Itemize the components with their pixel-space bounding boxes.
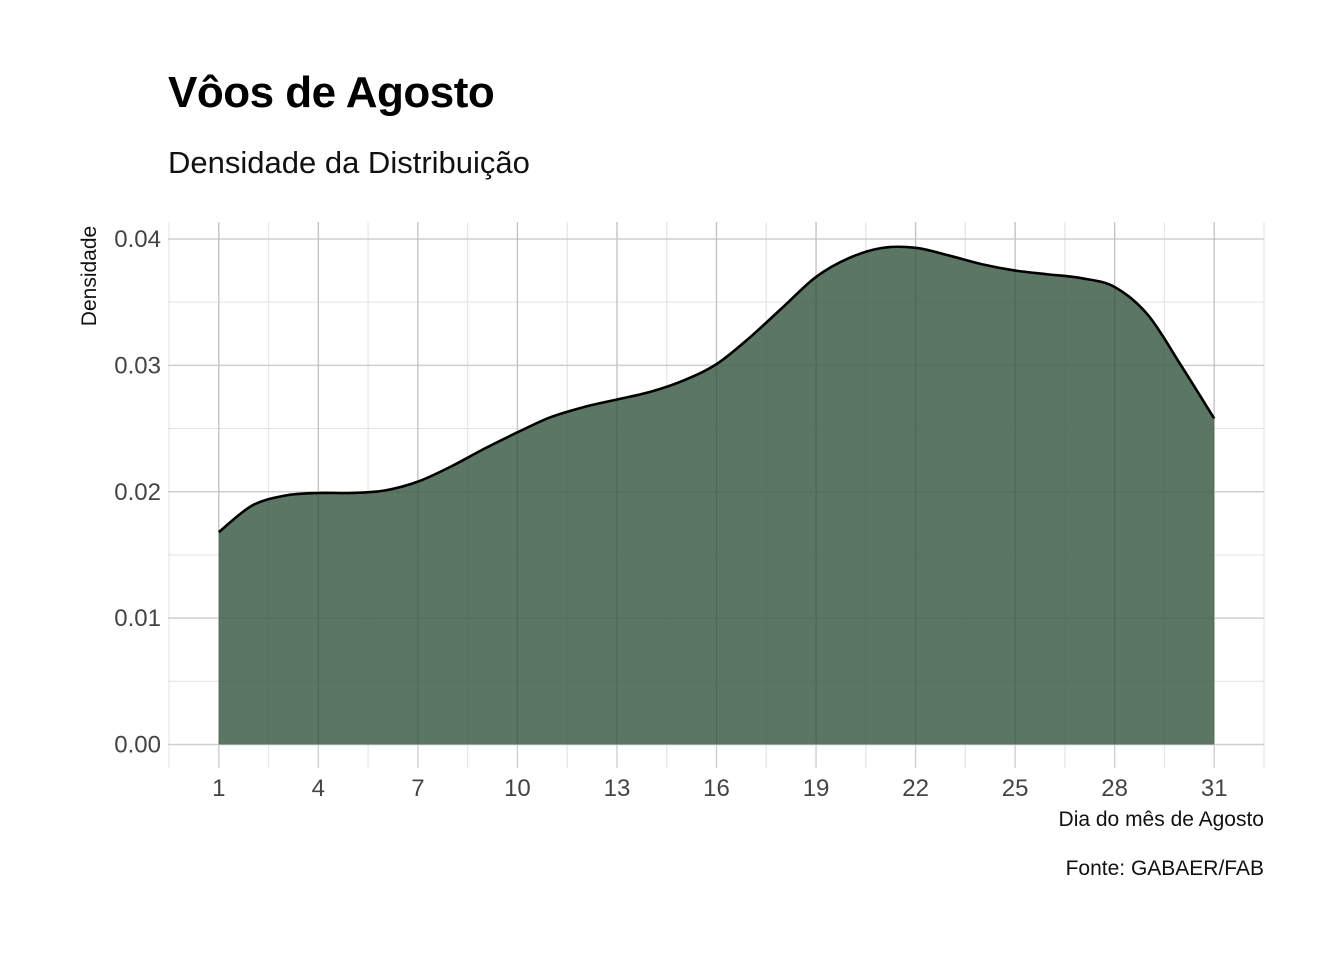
- chart-caption: Fonte: GABAER/FAB: [1066, 857, 1264, 880]
- y-axis-ticks: 0.00 0.01 0.02 0.03 0.04: [114, 226, 161, 759]
- x-tick-label: 16: [703, 775, 730, 802]
- density-area: [218, 246, 1215, 745]
- y-tick-label: 0.04: [114, 226, 161, 253]
- y-tick-label: 0.03: [114, 352, 161, 379]
- y-tick-label: 0.00: [114, 732, 161, 759]
- x-tick-label: 13: [604, 775, 631, 802]
- x-tick-label: 1: [212, 775, 225, 802]
- x-tick-label: 19: [803, 775, 830, 802]
- x-tick-label: 7: [411, 775, 424, 802]
- chart-subtitle: Densidade da Distribuição: [168, 145, 530, 180]
- x-tick-label: 25: [1002, 775, 1029, 802]
- y-tick-label: 0.01: [114, 605, 161, 632]
- x-tick-label: 31: [1201, 775, 1228, 802]
- x-axis-ticks: 1 4 7 10 13 16 19 22 25 28 31: [212, 775, 1227, 802]
- y-tick-label: 0.02: [114, 479, 161, 506]
- grid-overlay: [218, 222, 1215, 745]
- x-axis-title: Dia do mês de Agosto: [1059, 808, 1264, 831]
- x-tick-label: 4: [312, 775, 325, 802]
- density-line: [217, 245, 1216, 534]
- y-axis-title: Densidade: [78, 226, 101, 326]
- chart-title: Vôos de Agosto: [168, 68, 495, 117]
- x-tick-label: 22: [902, 775, 929, 802]
- x-tick-label: 10: [504, 775, 531, 802]
- x-tick-label: 28: [1101, 775, 1128, 802]
